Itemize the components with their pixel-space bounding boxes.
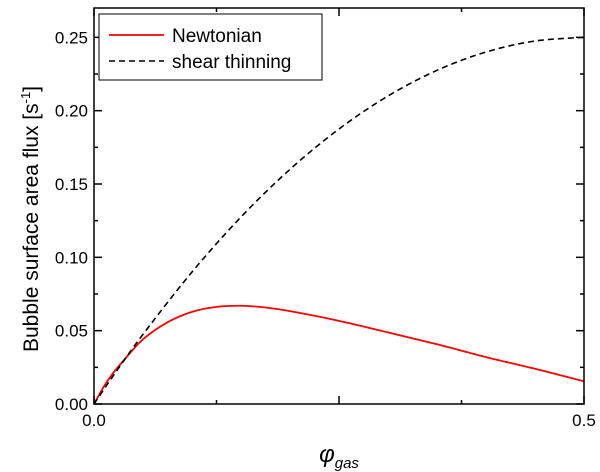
series-line-shear-thinning <box>94 36 584 404</box>
series-line-newtonian <box>94 304 584 404</box>
legend: Newtonian shear thinning <box>98 13 323 81</box>
y-tick-label: 0.20 <box>55 102 88 121</box>
y-tick-label: 0.00 <box>55 395 88 414</box>
y-tick-label: 0.05 <box>55 322 88 341</box>
x-tick-label: 0.5 <box>572 411 596 430</box>
tick-labels: 0.00 0.05 0.10 0.15 0.20 0.25 0.0 0.5 <box>55 28 596 430</box>
legend-label-newtonian: Newtonian <box>172 26 262 47</box>
y-axis-label: Bubble surface area flux [s-1] <box>18 86 43 352</box>
legend-box <box>98 13 323 81</box>
x-axis-label: φgas <box>319 441 359 472</box>
series-lines <box>94 36 584 404</box>
y-tick-label: 0.10 <box>55 248 88 267</box>
axis-ticks <box>93 8 585 405</box>
x-tick-label: 0.0 <box>82 411 106 430</box>
legend-label-shear-thinning: shear thinning <box>172 52 291 73</box>
y-tick-label: 0.25 <box>55 28 88 47</box>
y-tick-label: 0.15 <box>55 175 88 194</box>
